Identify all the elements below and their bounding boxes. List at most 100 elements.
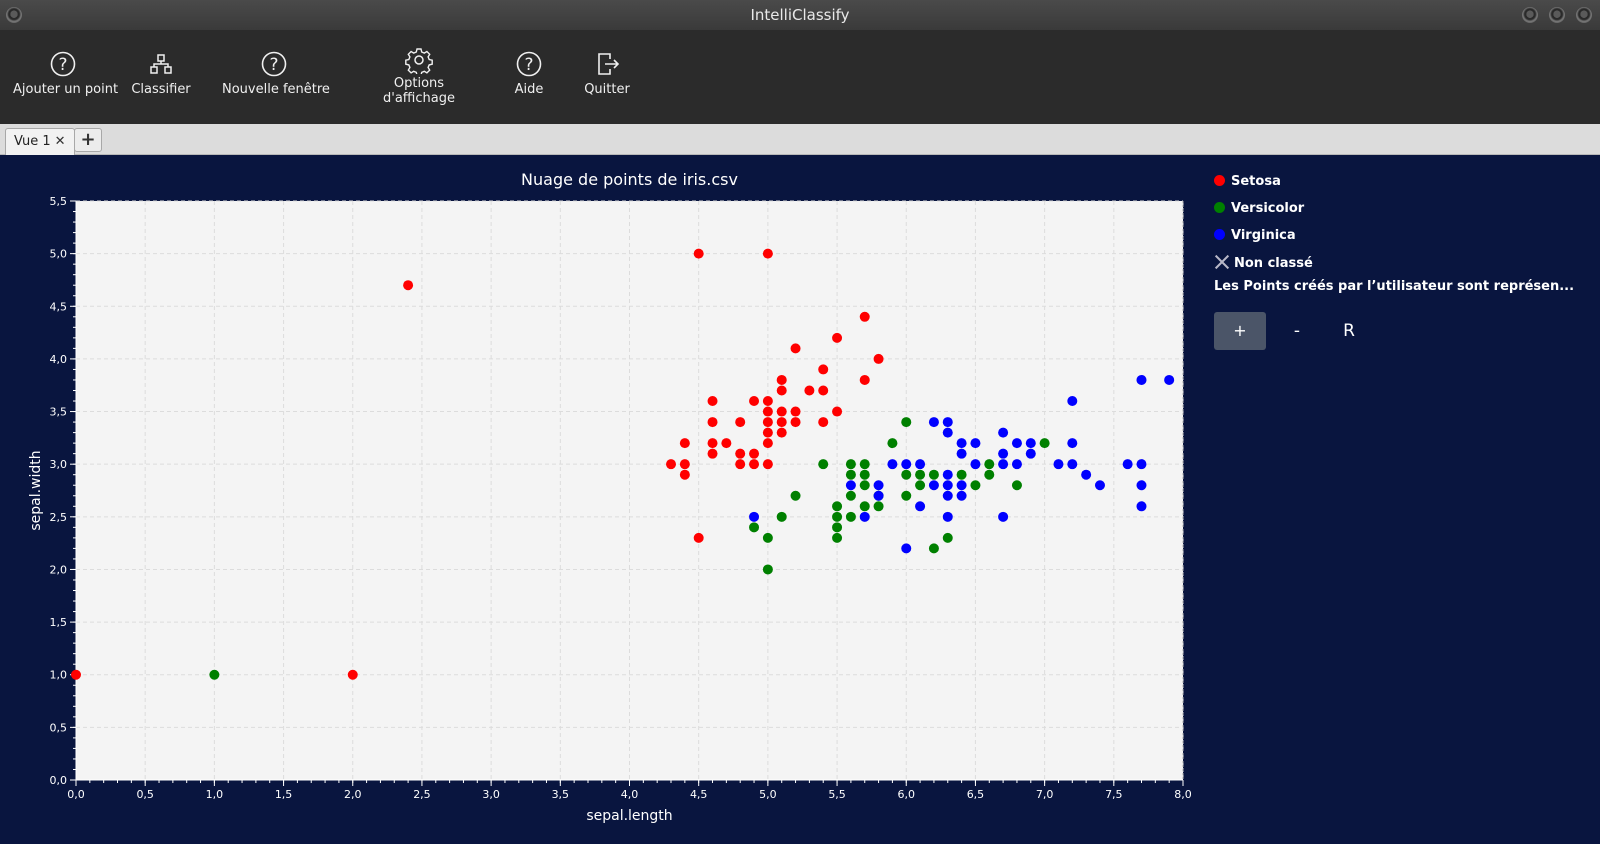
classify-button[interactable]: Classifier <box>130 50 192 97</box>
legend-item-unclassified[interactable]: Non classé <box>1214 254 1313 281</box>
point-setosa <box>762 396 773 407</box>
new-window-button[interactable]: ? Nouvelle fenêtre <box>222 50 330 97</box>
point-versicolor <box>873 501 884 512</box>
close-button[interactable] <box>1576 7 1592 23</box>
svg-text:?: ? <box>524 55 533 75</box>
point-versicolor <box>832 511 843 522</box>
legend-item-versicolor[interactable]: Versicolor <box>1214 200 1313 227</box>
gear-icon <box>405 48 433 74</box>
display-options-button[interactable]: Options d'affichage <box>378 46 460 106</box>
point-setosa <box>762 248 773 259</box>
point-versicolor <box>209 669 220 680</box>
point-setosa <box>790 406 801 417</box>
zoom-out-button[interactable]: - <box>1293 321 1301 341</box>
cross-icon <box>1214 254 1230 270</box>
maximize-button[interactable] <box>1549 7 1565 23</box>
point-virginica <box>1067 459 1078 470</box>
point-setosa <box>762 406 773 417</box>
new-window-label: Nouvelle fenêtre <box>222 82 330 97</box>
legend-item-virginica[interactable]: Virginica <box>1214 227 1313 254</box>
x-tick-label: 3,5 <box>552 788 570 801</box>
point-versicolor <box>901 469 912 480</box>
classify-label: Classifier <box>131 82 191 97</box>
point-setosa <box>721 438 732 449</box>
y-axis-label: sepal.width <box>28 450 44 530</box>
x-tick-label: 8,0 <box>1174 788 1192 801</box>
display-options-label-1: Options <box>393 76 445 91</box>
point-setosa <box>818 385 829 396</box>
legend-label-virginica: Virginica <box>1231 228 1296 243</box>
x-tick-label: 4,5 <box>690 788 708 801</box>
x-tick-label: 6,5 <box>967 788 985 801</box>
x-tick-label: 6,0 <box>898 788 916 801</box>
display-options-label-2: d'affichage <box>383 91 455 106</box>
point-virginica <box>1025 448 1036 459</box>
point-virginica <box>970 438 981 449</box>
y-tick-label: 3,0 <box>50 458 68 471</box>
point-virginica <box>845 480 856 491</box>
point-versicolor <box>859 480 870 491</box>
point-setosa <box>679 459 690 470</box>
point-virginica <box>970 459 981 470</box>
legend-label-setosa: Setosa <box>1231 174 1281 189</box>
point-versicolor <box>928 469 939 480</box>
y-tick-label: 2,0 <box>50 563 68 576</box>
point-setosa <box>859 374 870 385</box>
point-setosa <box>776 417 787 428</box>
point-virginica <box>1136 374 1147 385</box>
point-virginica <box>1081 469 1092 480</box>
x-tick-label: 1,0 <box>206 788 224 801</box>
x-tick-label: 3,0 <box>482 788 500 801</box>
tab-bar: Vue 1 ✕ + <box>0 124 1600 155</box>
point-setosa <box>776 385 787 396</box>
point-setosa <box>735 448 746 459</box>
y-tick-label: 2,5 <box>50 511 68 524</box>
green-dot-icon <box>1214 202 1225 213</box>
reset-zoom-button[interactable]: R <box>1343 321 1355 341</box>
zoom-in-button[interactable]: + <box>1214 312 1266 350</box>
quit-button[interactable]: Quitter <box>584 50 630 97</box>
tab-label: Vue 1 <box>14 134 51 149</box>
point-setosa <box>762 427 773 438</box>
legend-item-setosa[interactable]: Setosa <box>1214 173 1313 200</box>
point-virginica <box>1136 501 1147 512</box>
point-versicolor <box>762 564 773 575</box>
point-virginica <box>887 459 898 470</box>
minimize-button[interactable] <box>1522 7 1538 23</box>
main-view: 0,0 0,5 1,0 1,5 2,0 2,5 3,0 3,5 4,0 4,5 5,0 5,5 6,0 6… <box>0 155 1600 844</box>
point-virginica <box>749 511 760 522</box>
point-versicolor <box>956 469 967 480</box>
point-setosa <box>790 343 801 354</box>
point-virginica <box>928 480 939 491</box>
point-setosa <box>832 332 843 343</box>
point-setosa <box>707 448 718 459</box>
x-axis-label: sepal.length <box>586 808 672 824</box>
title-bar: IntelliClassify <box>0 0 1600 30</box>
point-virginica <box>942 469 953 480</box>
point-virginica <box>956 448 967 459</box>
point-setosa <box>71 669 81 680</box>
point-setosa <box>403 280 414 291</box>
point-versicolor <box>845 490 856 501</box>
point-virginica <box>956 438 967 449</box>
point-setosa <box>818 364 829 375</box>
point-versicolor <box>859 459 870 470</box>
help-button[interactable]: ? Aide <box>512 50 546 97</box>
y-tick-label: 1,0 <box>50 669 68 682</box>
point-virginica <box>998 459 1009 470</box>
point-virginica <box>998 511 1009 522</box>
point-versicolor <box>832 532 843 543</box>
add-tab-button[interactable]: + <box>74 128 102 152</box>
point-versicolor <box>845 459 856 470</box>
point-virginica <box>1053 459 1064 470</box>
scatter-chart[interactable]: 0,0 0,5 1,0 1,5 2,0 2,5 3,0 3,5 4,0 4,5 5,0 5,5 6,0 6… <box>0 155 1200 844</box>
tab-close-icon[interactable]: ✕ <box>54 134 66 149</box>
point-versicolor <box>928 543 939 554</box>
point-virginica <box>1136 459 1147 470</box>
window-menu-button[interactable] <box>6 7 22 23</box>
add-point-button[interactable]: ? Ajouter un point <box>13 50 118 97</box>
x-tick-label: 5,5 <box>828 788 846 801</box>
point-setosa <box>749 396 760 407</box>
x-tick-label: 5,0 <box>759 788 777 801</box>
tab-vue-1[interactable]: Vue 1 ✕ <box>5 128 75 155</box>
